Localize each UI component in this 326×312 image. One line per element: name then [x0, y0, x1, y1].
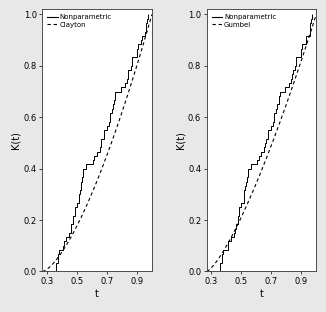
Legend: Nonparametric, Clayton: Nonparametric, Clayton [46, 13, 113, 29]
X-axis label: t: t [259, 289, 263, 299]
Legend: Nonparametric, Gumbel: Nonparametric, Gumbel [210, 13, 278, 29]
Y-axis label: K(t): K(t) [175, 131, 185, 149]
Y-axis label: K(t): K(t) [11, 131, 21, 149]
X-axis label: t: t [95, 289, 99, 299]
